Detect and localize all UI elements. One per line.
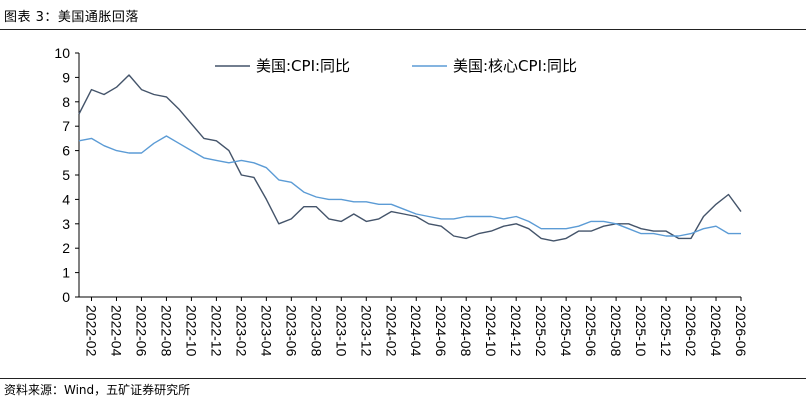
top-rule: [0, 29, 806, 30]
x-tick-label: 2022-04: [108, 305, 124, 357]
y-tick-label: 6: [62, 143, 70, 159]
x-tick-label: 2024-08: [458, 305, 474, 357]
x-tick-label: 2024-04: [408, 305, 424, 357]
figure-title: 图表 3：美国通胀回落: [4, 10, 139, 25]
y-tick-label: 3: [62, 216, 70, 232]
y-tick-label: 5: [62, 167, 70, 183]
x-tick-label: 2024-10: [483, 305, 499, 357]
x-tick-label: 2023-12: [358, 305, 374, 357]
x-tick-label: 2025-02: [533, 305, 549, 357]
y-tick-label: 1: [62, 265, 70, 281]
y-axis-ticks: 0 1 2 3 4 5 6 7 8 9 10: [54, 45, 79, 305]
y-tick-label: 8: [62, 94, 70, 110]
y-tick-label: 9: [62, 69, 70, 85]
x-tick-label: 2022-06: [133, 305, 149, 357]
x-tick-label: 2025-12: [658, 305, 674, 357]
x-axis-ticks: 2022-02 2022-04 2022-06 2022-08 2022-10 2022-…: [83, 297, 749, 357]
y-tick-label: 7: [62, 118, 70, 134]
x-tick-label: 2023-04: [258, 305, 274, 357]
source-note: 资料来源：Wind，五矿证券研究所: [4, 383, 191, 397]
x-tick-label: 2023-06: [283, 305, 299, 357]
x-tick-label: 2025-06: [583, 305, 599, 357]
x-tick-label: 2023-08: [308, 305, 324, 357]
x-tick-label: 2023-10: [333, 305, 349, 357]
x-tick-label: 2024-12: [508, 305, 524, 357]
x-tick-label: 2025-04: [558, 305, 574, 357]
series-line-core-cpi: [78, 135, 741, 237]
x-tick-label: 2025-08: [608, 305, 624, 357]
x-tick-label: 2025-10: [633, 305, 649, 357]
chart-axes: [78, 53, 741, 298]
x-tick-label: 2022-12: [208, 305, 224, 357]
x-tick-label: 2022-10: [183, 305, 199, 357]
x-tick-label: 2022-08: [158, 305, 174, 357]
y-tick-label: 4: [62, 191, 70, 207]
x-tick-label: 2026-02: [683, 305, 699, 357]
legend-label-cpi: 美国:CPI:同比: [256, 57, 350, 75]
series-lines: [78, 74, 742, 242]
x-tick-label: 2026-04: [708, 305, 724, 357]
legend: 美国:CPI:同比 美国:核心CPI:同比: [215, 57, 577, 75]
x-tick-label: 2023-02: [233, 305, 249, 357]
bottom-rule: [0, 378, 806, 379]
y-tick-label: 10: [54, 45, 70, 61]
x-tick-label: 2024-06: [433, 305, 449, 357]
y-tick-label: 2: [62, 240, 70, 256]
x-tick-label: 2022-02: [83, 305, 99, 357]
legend-label-core-cpi: 美国:核心CPI:同比: [453, 57, 577, 75]
series-line-cpi: [78, 74, 742, 242]
x-tick-label: 2026-06: [733, 305, 749, 357]
y-tick-label: 0: [62, 289, 70, 305]
x-tick-label: 2024-02: [383, 305, 399, 357]
